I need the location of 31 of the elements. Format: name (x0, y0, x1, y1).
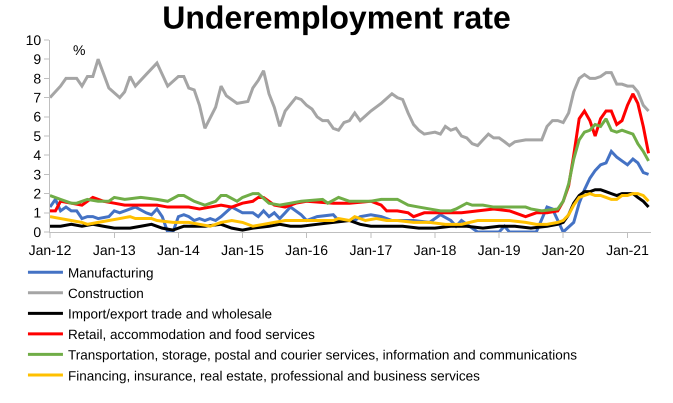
legend-label: Import/export trade and wholesale (68, 306, 272, 322)
y-tick-label: 2 (33, 186, 42, 202)
line-series (50, 58, 650, 148)
y-tick-label: 1 (33, 204, 42, 221)
x-tick-label: Jan-20 (542, 242, 585, 258)
legend-label: Financing, insurance, real estate, professional and business services (68, 368, 480, 384)
x-tick-label: Jan-13 (92, 242, 136, 258)
x-tick-label: Jan-19 (478, 242, 521, 258)
x-tick-label: Jan-17 (349, 242, 392, 258)
legend-label: Transportation, storage, postal and courier services, information and communications (68, 348, 578, 363)
y-tick-label: 7 (33, 90, 42, 106)
x-tick-label: Jan-14 (156, 242, 200, 258)
y-tick-label: 8 (33, 70, 42, 86)
legend-label: Manufacturing (68, 266, 154, 280)
y-tick-label: 3 (33, 166, 42, 182)
line-series (50, 117, 650, 212)
y-axis-title: % (73, 42, 86, 58)
x-tick-label: Jan-21 (606, 242, 650, 258)
chart-title: Underemployment rate (162, 0, 511, 36)
y-tick-label: 6 (33, 108, 42, 125)
y-tick-label: 5 (33, 128, 42, 144)
x-tick-label: Jan-16 (285, 242, 328, 258)
x-tick-label: Jan-18 (414, 242, 457, 258)
x-tick-label: Jan-15 (221, 242, 264, 258)
legend-label: Construction (68, 286, 144, 302)
x-tick-label: Jan-12 (28, 242, 72, 258)
y-tick-label: 10 (26, 32, 42, 48)
y-tick-label: 4 (33, 147, 42, 164)
y-tick-label: 9 (33, 51, 42, 68)
y-tick-label: 0 (33, 224, 42, 240)
legend-label: Retail, accommodation and food services (68, 327, 316, 342)
